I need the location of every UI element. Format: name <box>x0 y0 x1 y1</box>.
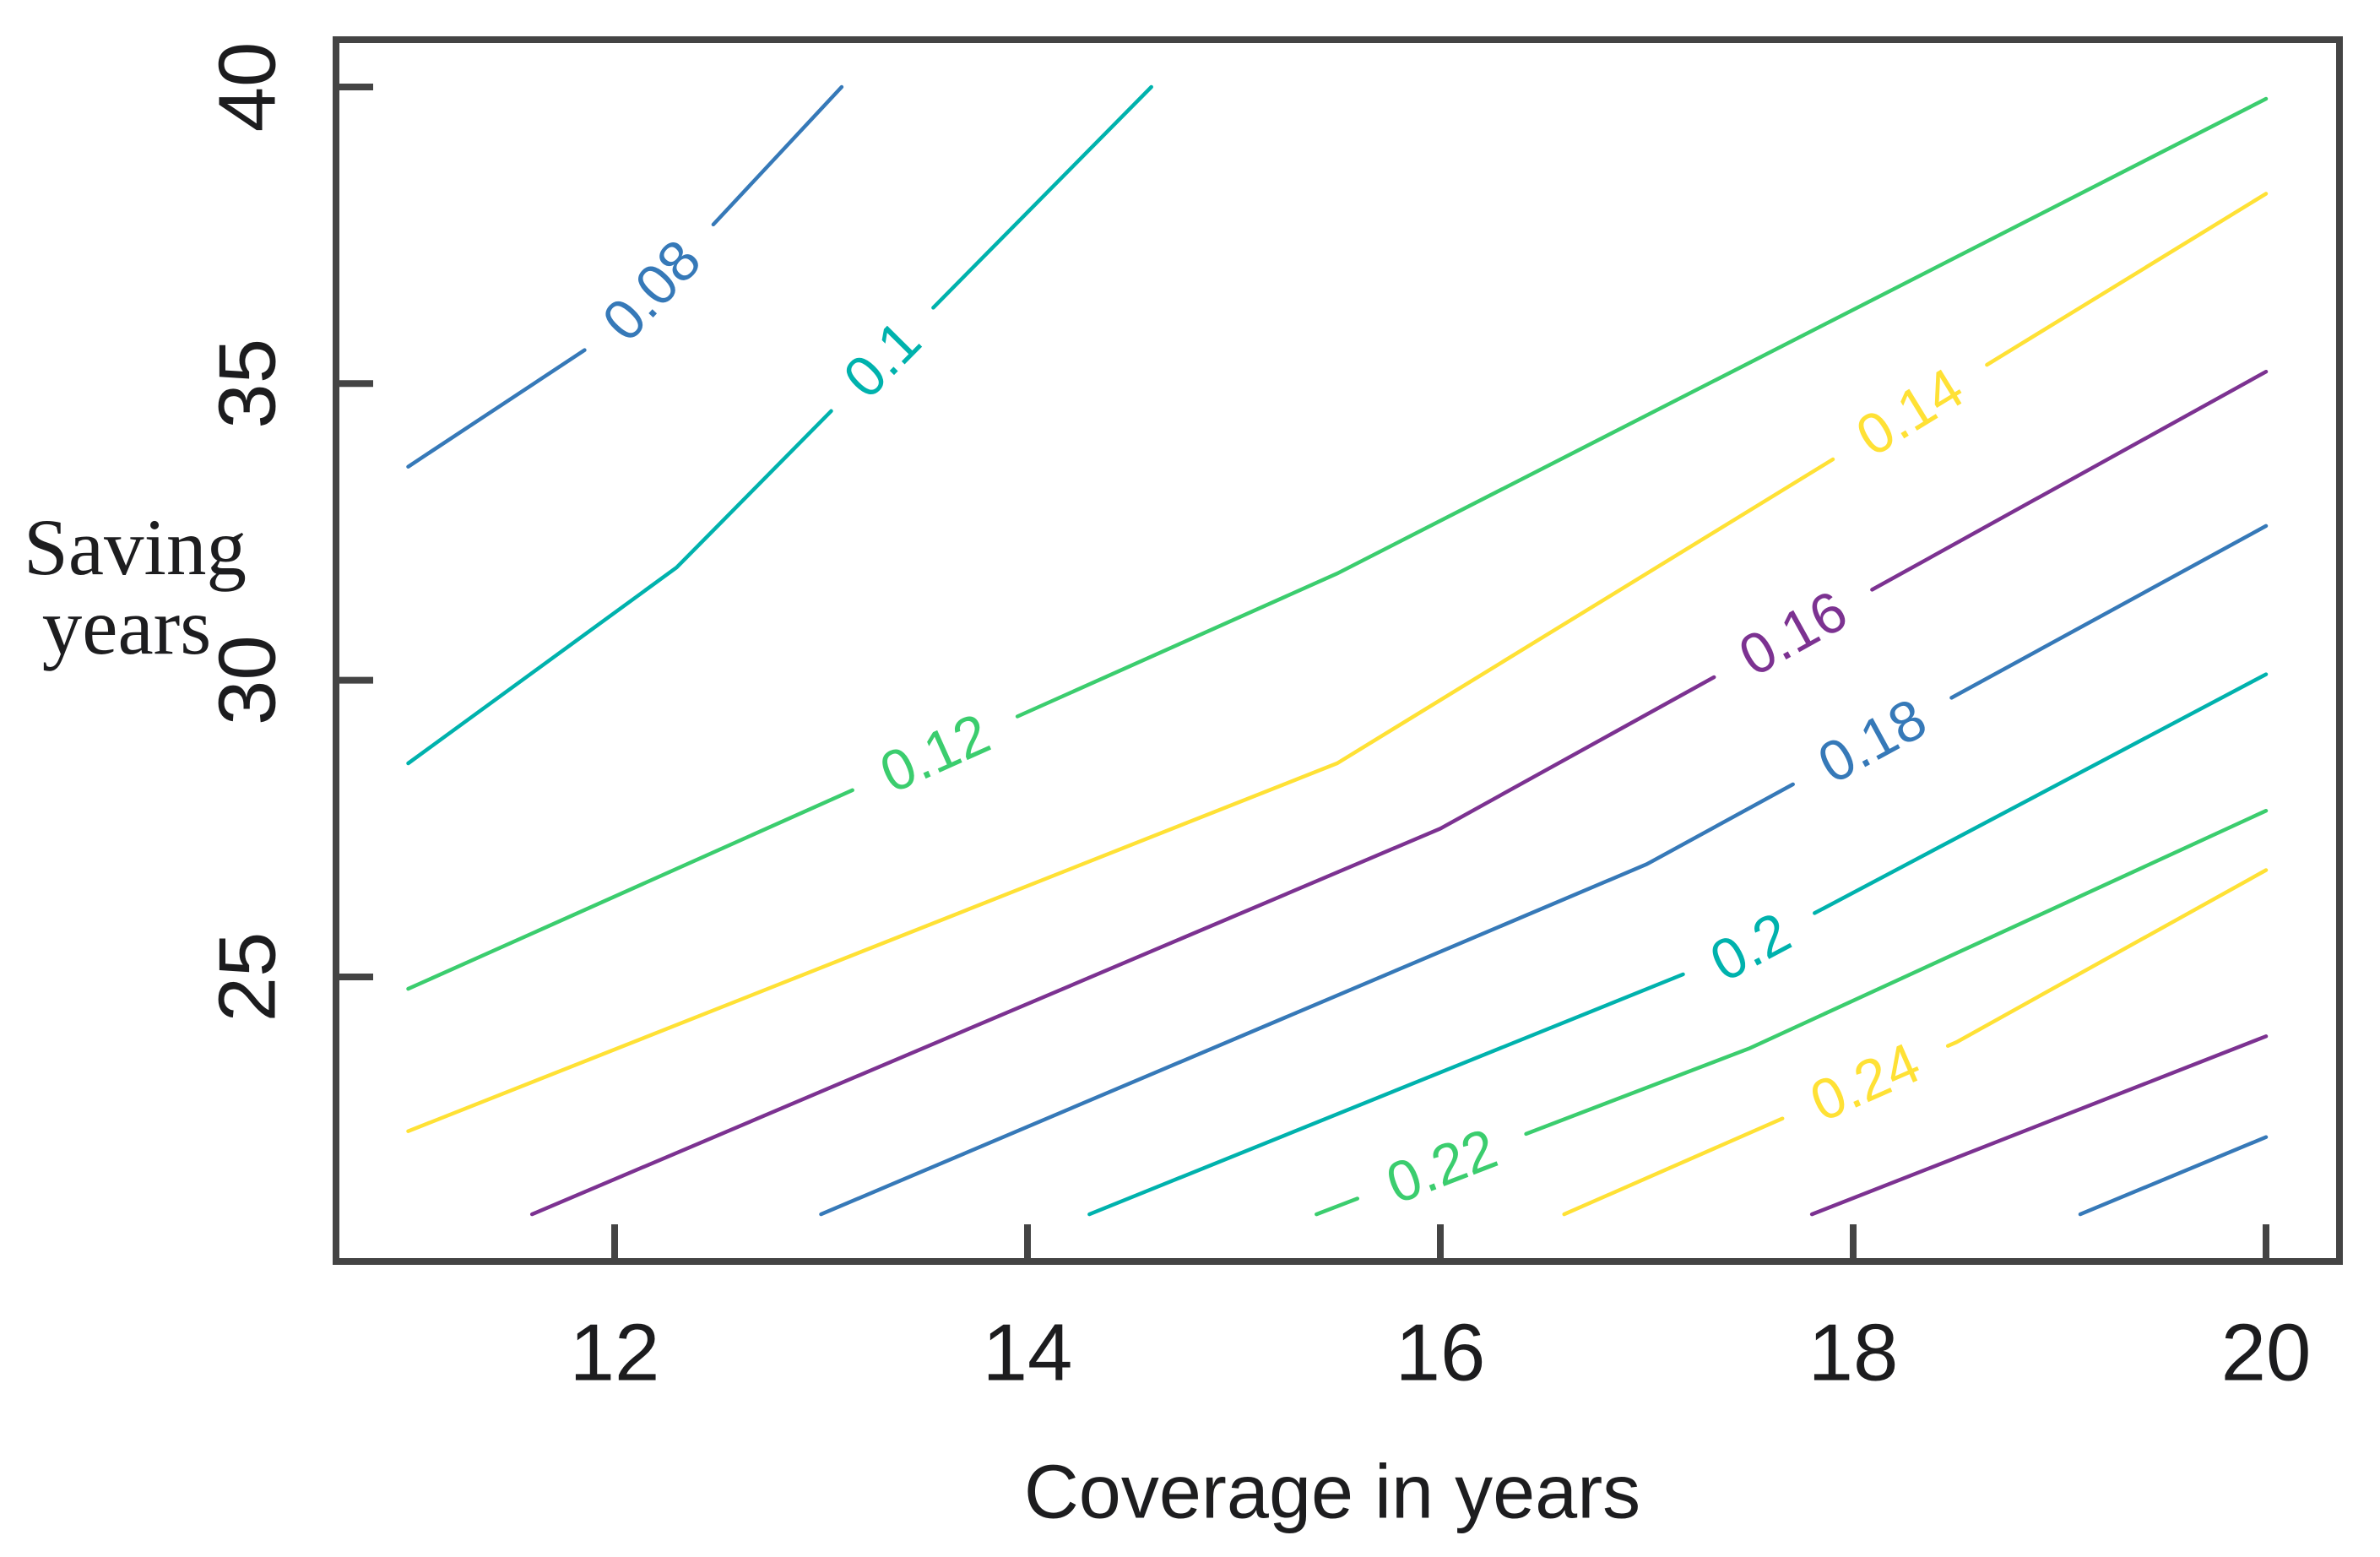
contour-line-0.22 <box>1524 808 2269 1137</box>
x-tick-label: 14 <box>983 1308 1073 1398</box>
contour-line-0.08 <box>711 84 844 227</box>
contour-line-0.08 <box>406 348 587 469</box>
contour-line-0.14 <box>406 457 1835 1133</box>
x-tick-label: 18 <box>1808 1308 1899 1398</box>
contour-line-0.18 <box>1949 524 2269 700</box>
x-tick-label: 12 <box>570 1308 660 1398</box>
y-tick-label: 25 <box>203 932 293 1023</box>
y-tick-label: 40 <box>203 42 293 133</box>
contour-label-0.1: 0.1 <box>832 308 934 410</box>
contour-line-0.24 <box>1562 1116 1785 1217</box>
contour-label-0.22: 0.22 <box>1378 1116 1505 1216</box>
contour-line-0.12 <box>406 788 854 991</box>
y-tick-label: 30 <box>203 635 293 725</box>
contour-line-0.1 <box>931 84 1153 310</box>
x-tick-label: 16 <box>1396 1308 1486 1398</box>
contour-label-0.14: 0.14 <box>1846 355 1975 469</box>
x-tick-label: 20 <box>2221 1308 2312 1398</box>
contour-line-0.1 <box>406 409 833 766</box>
contour-line-0.22 <box>1315 1196 1360 1217</box>
contour-line-0.14 <box>1985 192 2269 367</box>
contour-line-0.28 <box>2078 1135 2269 1217</box>
contour-line-0.2 <box>1813 672 2269 915</box>
contour-label-0.2: 0.2 <box>1700 900 1801 994</box>
contour-line-0.26 <box>1809 1034 2269 1217</box>
plot-border <box>333 36 2343 1265</box>
contour-label-0.12: 0.12 <box>870 701 999 805</box>
contour-line-0.12 <box>1015 96 2269 719</box>
y-axis-title-line-1: Saving <box>24 502 247 592</box>
contour-label-0.16: 0.16 <box>1728 578 1857 689</box>
contour-label-0.08: 0.08 <box>590 228 713 354</box>
contour-line-0.24 <box>1945 868 2269 1048</box>
y-axis-title-line-2: years <box>41 582 212 671</box>
y-tick-label: 35 <box>203 339 293 429</box>
contour-line-0.18 <box>819 782 1795 1217</box>
contour-line-0.2 <box>1087 972 1685 1217</box>
contour-line-0.16 <box>1870 369 2269 592</box>
contour-label-0.24: 0.24 <box>1801 1030 1929 1134</box>
contour-line-0.16 <box>529 675 1716 1217</box>
contour-label-0.18: 0.18 <box>1808 686 1937 796</box>
x-axis-title: Coverage in years <box>1023 1450 1641 1535</box>
